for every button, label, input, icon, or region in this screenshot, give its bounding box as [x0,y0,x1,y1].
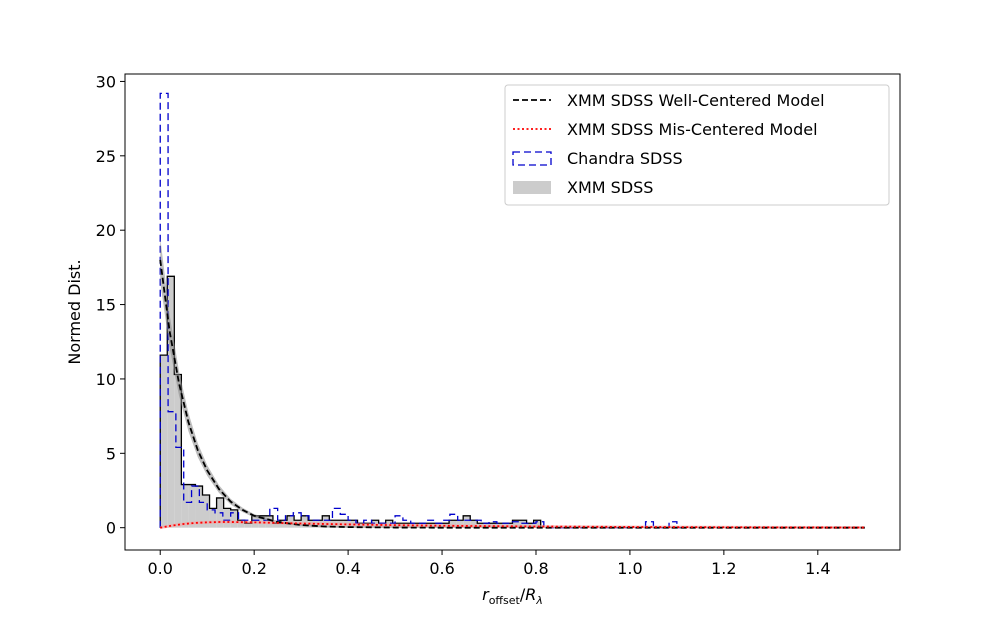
y-tick-label: 10 [96,370,116,389]
y-tick-label: 15 [96,296,116,315]
x-tick-label: 1.2 [711,559,736,578]
legend-frame [504,84,890,206]
x-tick-label: 0.8 [523,559,548,578]
plot-area [159,92,865,530]
y-tick-label: 30 [96,72,116,91]
legend-label: XMM SDSS [567,178,653,197]
x-tick-label: 1.4 [805,559,830,578]
chandra-outline [159,92,685,529]
legend-label: XMM SDSS Well-Centered Model [567,91,825,110]
x-tick-label: 0.0 [148,559,173,578]
xmm-bar [301,515,309,528]
legend-label: XMM SDSS Mis-Centered Model [567,120,818,139]
x-axis-label: roffset/Rλ [482,585,543,607]
x-tick-label: 0.6 [429,559,454,578]
axes-frame [124,73,901,551]
xmm-bar [449,520,457,528]
xmm-bar [244,523,252,528]
xmm-outline [159,275,542,528]
xmm-bar [195,486,203,528]
xmm-bar [209,508,217,528]
xmm-bar [456,520,464,528]
legend-label: Chandra SDSS [567,149,683,168]
xmm-bar [322,515,330,528]
x-tick-label: 0.2 [241,559,266,578]
chandra-sdss-histogram [159,92,685,529]
x-axis: 0.0 0.2 0.4 0.6 0.8 1.0 1.2 1.4 [148,550,831,578]
xmm-bar [223,508,231,528]
xmm-bar [287,515,295,528]
xmm-bar [188,484,196,528]
legend-handle-patch [512,151,552,166]
y-tick-label: 25 [96,147,116,166]
y-tick-label: 20 [96,221,116,240]
xmm-bar [463,515,471,528]
x-tick-label: 1.0 [617,559,642,578]
y-axis: 0 5 10 15 20 25 30 [96,72,125,538]
y-tick-label: 0 [106,519,116,538]
xmm-bar [181,484,189,528]
y-tick-label: 5 [106,444,116,463]
y-axis-label: Normed Dist. [65,259,84,364]
xmm-bar [167,276,175,528]
xmm-bar [519,520,527,528]
xmm-bar [230,509,238,528]
mis-centered-line [160,521,865,529]
xmm-bar [202,494,210,528]
legend: XMM SDSS Well-Centered Model XMM SDSS Mis… [504,84,890,206]
model-curves [159,237,865,530]
well-centered-line [159,259,865,529]
xmm-bar [237,520,245,528]
legend-handle-patch [513,181,551,194]
xmm-bar [470,520,478,528]
xmm-bar [533,520,541,528]
xmm-bar [174,374,182,528]
xmm-bar [512,520,520,528]
x-tick-label: 0.4 [335,559,360,578]
xmm-bar [272,523,280,528]
xmm-bar [160,355,168,528]
